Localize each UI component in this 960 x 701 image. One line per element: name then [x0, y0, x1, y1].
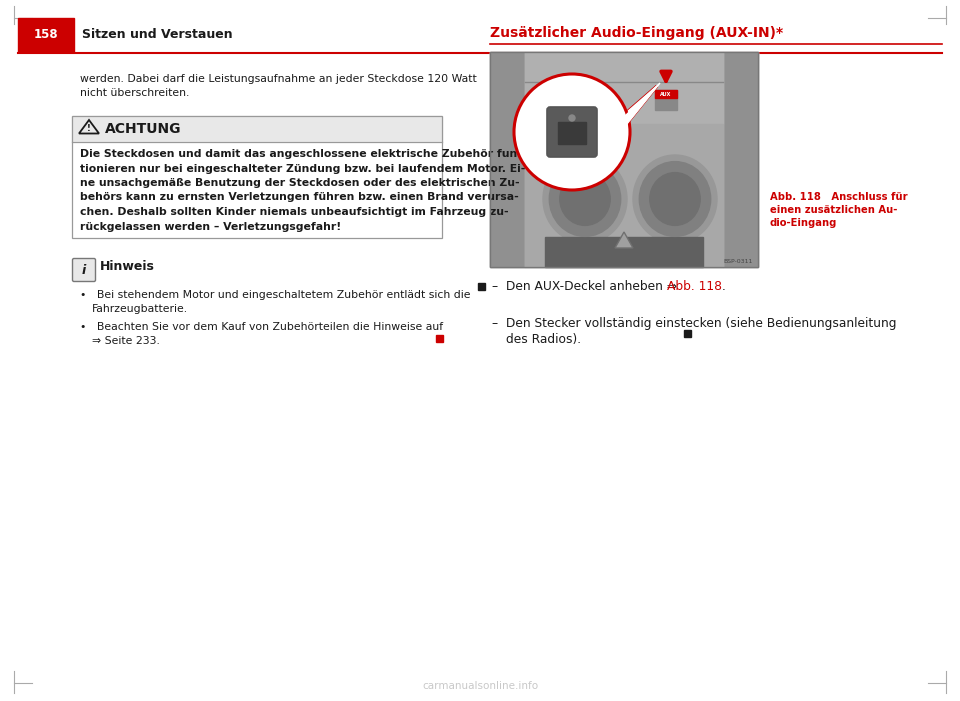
Bar	[18, 18, 74, 52]
Bar	[525, 52, 723, 267]
Text: •   Beachten Sie vor dem Kauf von Zubehörteilen die Hinweise auf: • Beachten Sie vor dem Kauf von Zubehört…	[80, 322, 444, 332]
Text: i: i	[82, 264, 86, 276]
Bar	[655, 90, 677, 110]
Text: Hinweis: Hinweis	[100, 259, 155, 273]
Bar	[655, 90, 677, 98]
Text: ACHTUNG: ACHTUNG	[105, 122, 181, 136]
Polygon shape	[606, 83, 660, 150]
Text: Fahrzeugbatterie.: Fahrzeugbatterie.	[92, 304, 188, 314]
Text: einen zusätzlichen Au-: einen zusätzlichen Au-	[770, 205, 898, 215]
Ellipse shape	[560, 172, 611, 226]
Text: des Radios).: des Radios).	[506, 333, 581, 346]
Bar	[490, 52, 758, 267]
Text: –  Den AUX-Deckel anheben ⇒: – Den AUX-Deckel anheben ⇒	[492, 280, 681, 294]
FancyBboxPatch shape	[547, 107, 597, 157]
Text: •   Bei stehendem Motor und eingeschaltetem Zubehör entlädt sich die: • Bei stehendem Motor und eingeschaltete…	[80, 290, 470, 300]
Text: .: .	[722, 280, 726, 294]
Ellipse shape	[549, 162, 621, 236]
Bar	[72, 142, 442, 238]
Text: rückgelassen werden – Verletzungsgefahr!: rückgelassen werden – Verletzungsgefahr!	[80, 222, 341, 231]
Polygon shape	[723, 52, 758, 267]
Text: Abb. 118: Abb. 118	[667, 280, 722, 294]
Text: AUX: AUX	[660, 92, 672, 97]
Text: !: !	[87, 124, 91, 133]
Circle shape	[569, 115, 575, 121]
Text: dio-Eingang: dio-Eingang	[770, 218, 837, 228]
Ellipse shape	[650, 172, 700, 226]
Polygon shape	[490, 52, 525, 267]
Bar	[72, 116, 442, 238]
Text: Zusätzlicher Audio-Eingang (AUX-IN)*: Zusätzlicher Audio-Eingang (AUX-IN)*	[490, 26, 783, 40]
Text: ⇒ Seite 233.: ⇒ Seite 233.	[92, 336, 160, 346]
Polygon shape	[615, 232, 633, 248]
Bar	[72, 116, 442, 142]
Bar	[525, 124, 723, 267]
Polygon shape	[604, 86, 657, 152]
Text: BSP-0311: BSP-0311	[724, 259, 753, 264]
Ellipse shape	[633, 155, 717, 243]
Text: nicht überschreiten.: nicht überschreiten.	[80, 88, 189, 98]
Bar	[545, 237, 703, 267]
Bar	[558, 122, 586, 144]
Text: 158: 158	[34, 29, 59, 41]
Text: Abb. 118   Anschluss für: Abb. 118 Anschluss für	[770, 192, 907, 202]
Bar	[490, 52, 758, 267]
Bar	[490, 52, 758, 267]
Text: chen. Deshalb sollten Kinder niemals unbeaufsichtigt im Fahrzeug zu-: chen. Deshalb sollten Kinder niemals unb…	[80, 207, 509, 217]
Text: ne unsachgemäße Benutzung der Steckdosen oder des elektrischen Zu-: ne unsachgemäße Benutzung der Steckdosen…	[80, 178, 519, 188]
Text: –  Den Stecker vollständig einstecken (siehe Bedienungsanleitung: – Den Stecker vollständig einstecken (si…	[492, 317, 897, 330]
Bar	[490, 52, 758, 267]
Text: werden. Dabei darf die Leistungsaufnahme an jeder Steckdose 120 Watt: werden. Dabei darf die Leistungsaufnahme…	[80, 74, 477, 84]
FancyBboxPatch shape	[73, 259, 95, 282]
Text: carmanualsonline.info: carmanualsonline.info	[422, 681, 538, 691]
Bar	[478, 283, 485, 290]
Text: Sitzen und Verstauen: Sitzen und Verstauen	[82, 29, 232, 41]
Bar	[684, 330, 691, 337]
Ellipse shape	[543, 155, 627, 243]
Bar	[436, 335, 443, 342]
Text: behörs kann zu ernsten Verletzungen führen bzw. einen Brand verursa-: behörs kann zu ernsten Verletzungen führ…	[80, 193, 518, 203]
Bar	[525, 52, 723, 124]
Text: tionieren nur bei eingeschalteter Zündung bzw. bei laufendem Motor. Ei-: tionieren nur bei eingeschalteter Zündun…	[80, 163, 525, 174]
Circle shape	[514, 74, 630, 190]
Ellipse shape	[639, 162, 710, 236]
Text: Die Steckdosen und damit das angeschlossene elektrische Zubehör funk-: Die Steckdosen und damit das angeschloss…	[80, 149, 529, 159]
